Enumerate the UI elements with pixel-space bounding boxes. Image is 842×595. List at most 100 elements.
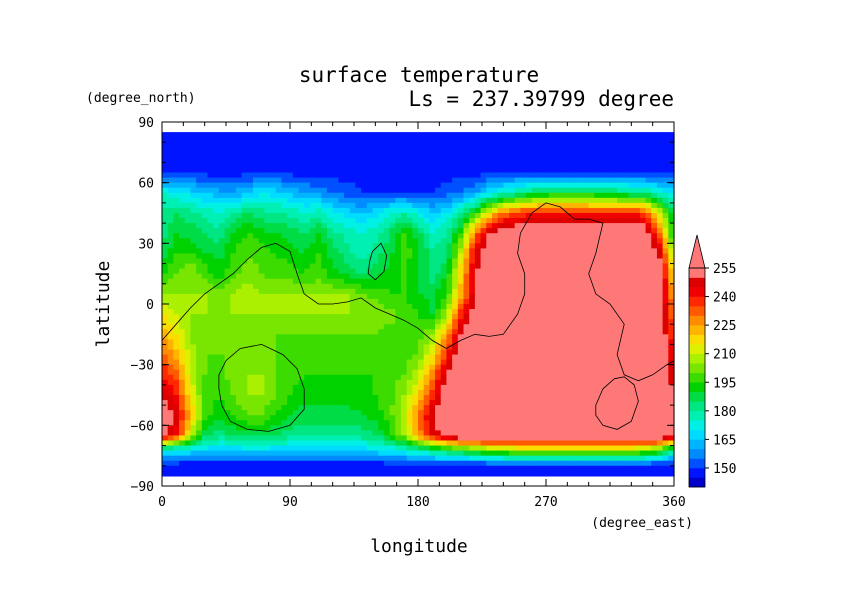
heat-cell	[656, 213, 664, 219]
heat-cell	[395, 339, 402, 346]
heat-cell	[639, 238, 647, 244]
heat-cell	[372, 137, 379, 143]
heat-cell	[497, 207, 504, 214]
heat-cell	[548, 248, 556, 255]
heat-cell	[503, 344, 510, 351]
heat-cell	[594, 319, 601, 325]
heat-cell	[372, 324, 379, 330]
heat-cell	[503, 233, 510, 239]
heat-cell	[258, 132, 265, 138]
heat-cell	[213, 354, 220, 361]
heat-cell	[628, 288, 635, 295]
heat-cell	[634, 202, 641, 209]
heat-cell	[543, 319, 550, 325]
heat-cell	[406, 410, 413, 416]
heat-cell	[440, 384, 448, 391]
heat-cell	[611, 172, 618, 179]
heat-cell	[207, 202, 214, 209]
heat-cell	[162, 298, 169, 305]
heat-cell	[258, 248, 265, 255]
heat-cell	[264, 132, 271, 138]
heat-cell	[497, 177, 504, 184]
heat-cell	[565, 213, 573, 219]
heat-cell	[611, 192, 618, 199]
heat-cell	[628, 395, 635, 401]
heat-cell	[349, 228, 357, 234]
heat-cell	[480, 147, 487, 153]
heat-cell	[514, 389, 521, 396]
heat-cell	[554, 263, 561, 270]
heat-cell	[526, 192, 533, 199]
heat-cell	[412, 248, 419, 255]
heat-cell	[281, 354, 288, 361]
heat-cell	[218, 344, 226, 351]
heat-cell	[366, 379, 374, 386]
heat-cell	[457, 177, 465, 184]
heat-cell	[179, 293, 186, 300]
heat-cell	[548, 213, 556, 219]
heat-cell	[526, 268, 533, 275]
heat-cell	[173, 147, 180, 153]
heat-cell	[440, 187, 448, 194]
heat-cell	[594, 405, 601, 411]
heat-cell	[179, 233, 186, 239]
heat-cell	[628, 263, 635, 270]
heat-cell	[554, 223, 561, 229]
heat-cell	[600, 374, 607, 381]
heat-cell	[537, 167, 544, 174]
heat-cell	[264, 364, 271, 371]
heat-cell	[383, 304, 391, 310]
heat-cell	[423, 374, 430, 381]
heat-cell	[378, 389, 385, 396]
heat-cell	[418, 339, 425, 346]
heat-cell	[480, 263, 487, 270]
heat-cell	[406, 223, 413, 229]
heat-cell	[412, 197, 419, 204]
heat-cell	[253, 152, 260, 158]
heat-cell	[656, 142, 664, 148]
heat-cell	[418, 273, 425, 280]
heat-cell	[332, 369, 339, 376]
heat-cell	[304, 410, 311, 416]
heat-cell	[213, 152, 220, 158]
heat-cell	[361, 298, 368, 305]
heat-cell	[264, 177, 271, 184]
heat-cell	[383, 359, 391, 366]
heat-cell	[281, 344, 288, 351]
heat-cell	[167, 218, 174, 224]
heat-cell	[526, 162, 533, 169]
heat-cell	[321, 374, 328, 381]
heat-cell	[207, 273, 214, 280]
heat-cell	[486, 238, 493, 244]
heat-cell	[611, 228, 618, 234]
heat-cell	[423, 213, 430, 219]
heat-cell	[304, 283, 311, 290]
heat-cell	[275, 293, 283, 300]
heat-cell	[235, 137, 243, 143]
heat-cell	[201, 384, 209, 391]
heat-cell	[418, 349, 425, 356]
heat-cell	[184, 369, 192, 376]
heat-cell	[605, 349, 613, 356]
heat-cell	[309, 172, 317, 179]
heat-cell	[287, 334, 294, 340]
heat-cell	[349, 192, 357, 199]
heat-cell	[241, 374, 248, 381]
heat-cell	[344, 359, 351, 366]
heat-cell	[605, 359, 613, 366]
heat-cell	[514, 177, 521, 184]
heat-cell	[520, 228, 527, 234]
heat-cell	[565, 268, 573, 275]
heat-cell	[224, 172, 231, 179]
heat-cell	[207, 253, 214, 260]
heat-cell	[412, 293, 419, 300]
heat-cell	[400, 293, 408, 300]
heat-cell	[218, 410, 226, 416]
heat-cell	[270, 369, 277, 376]
heat-cell	[611, 253, 618, 260]
heat-cell	[520, 132, 527, 138]
heat-cell	[662, 132, 669, 138]
heat-cell	[526, 233, 533, 239]
heat-cell	[196, 405, 203, 411]
heat-cell	[520, 218, 527, 224]
